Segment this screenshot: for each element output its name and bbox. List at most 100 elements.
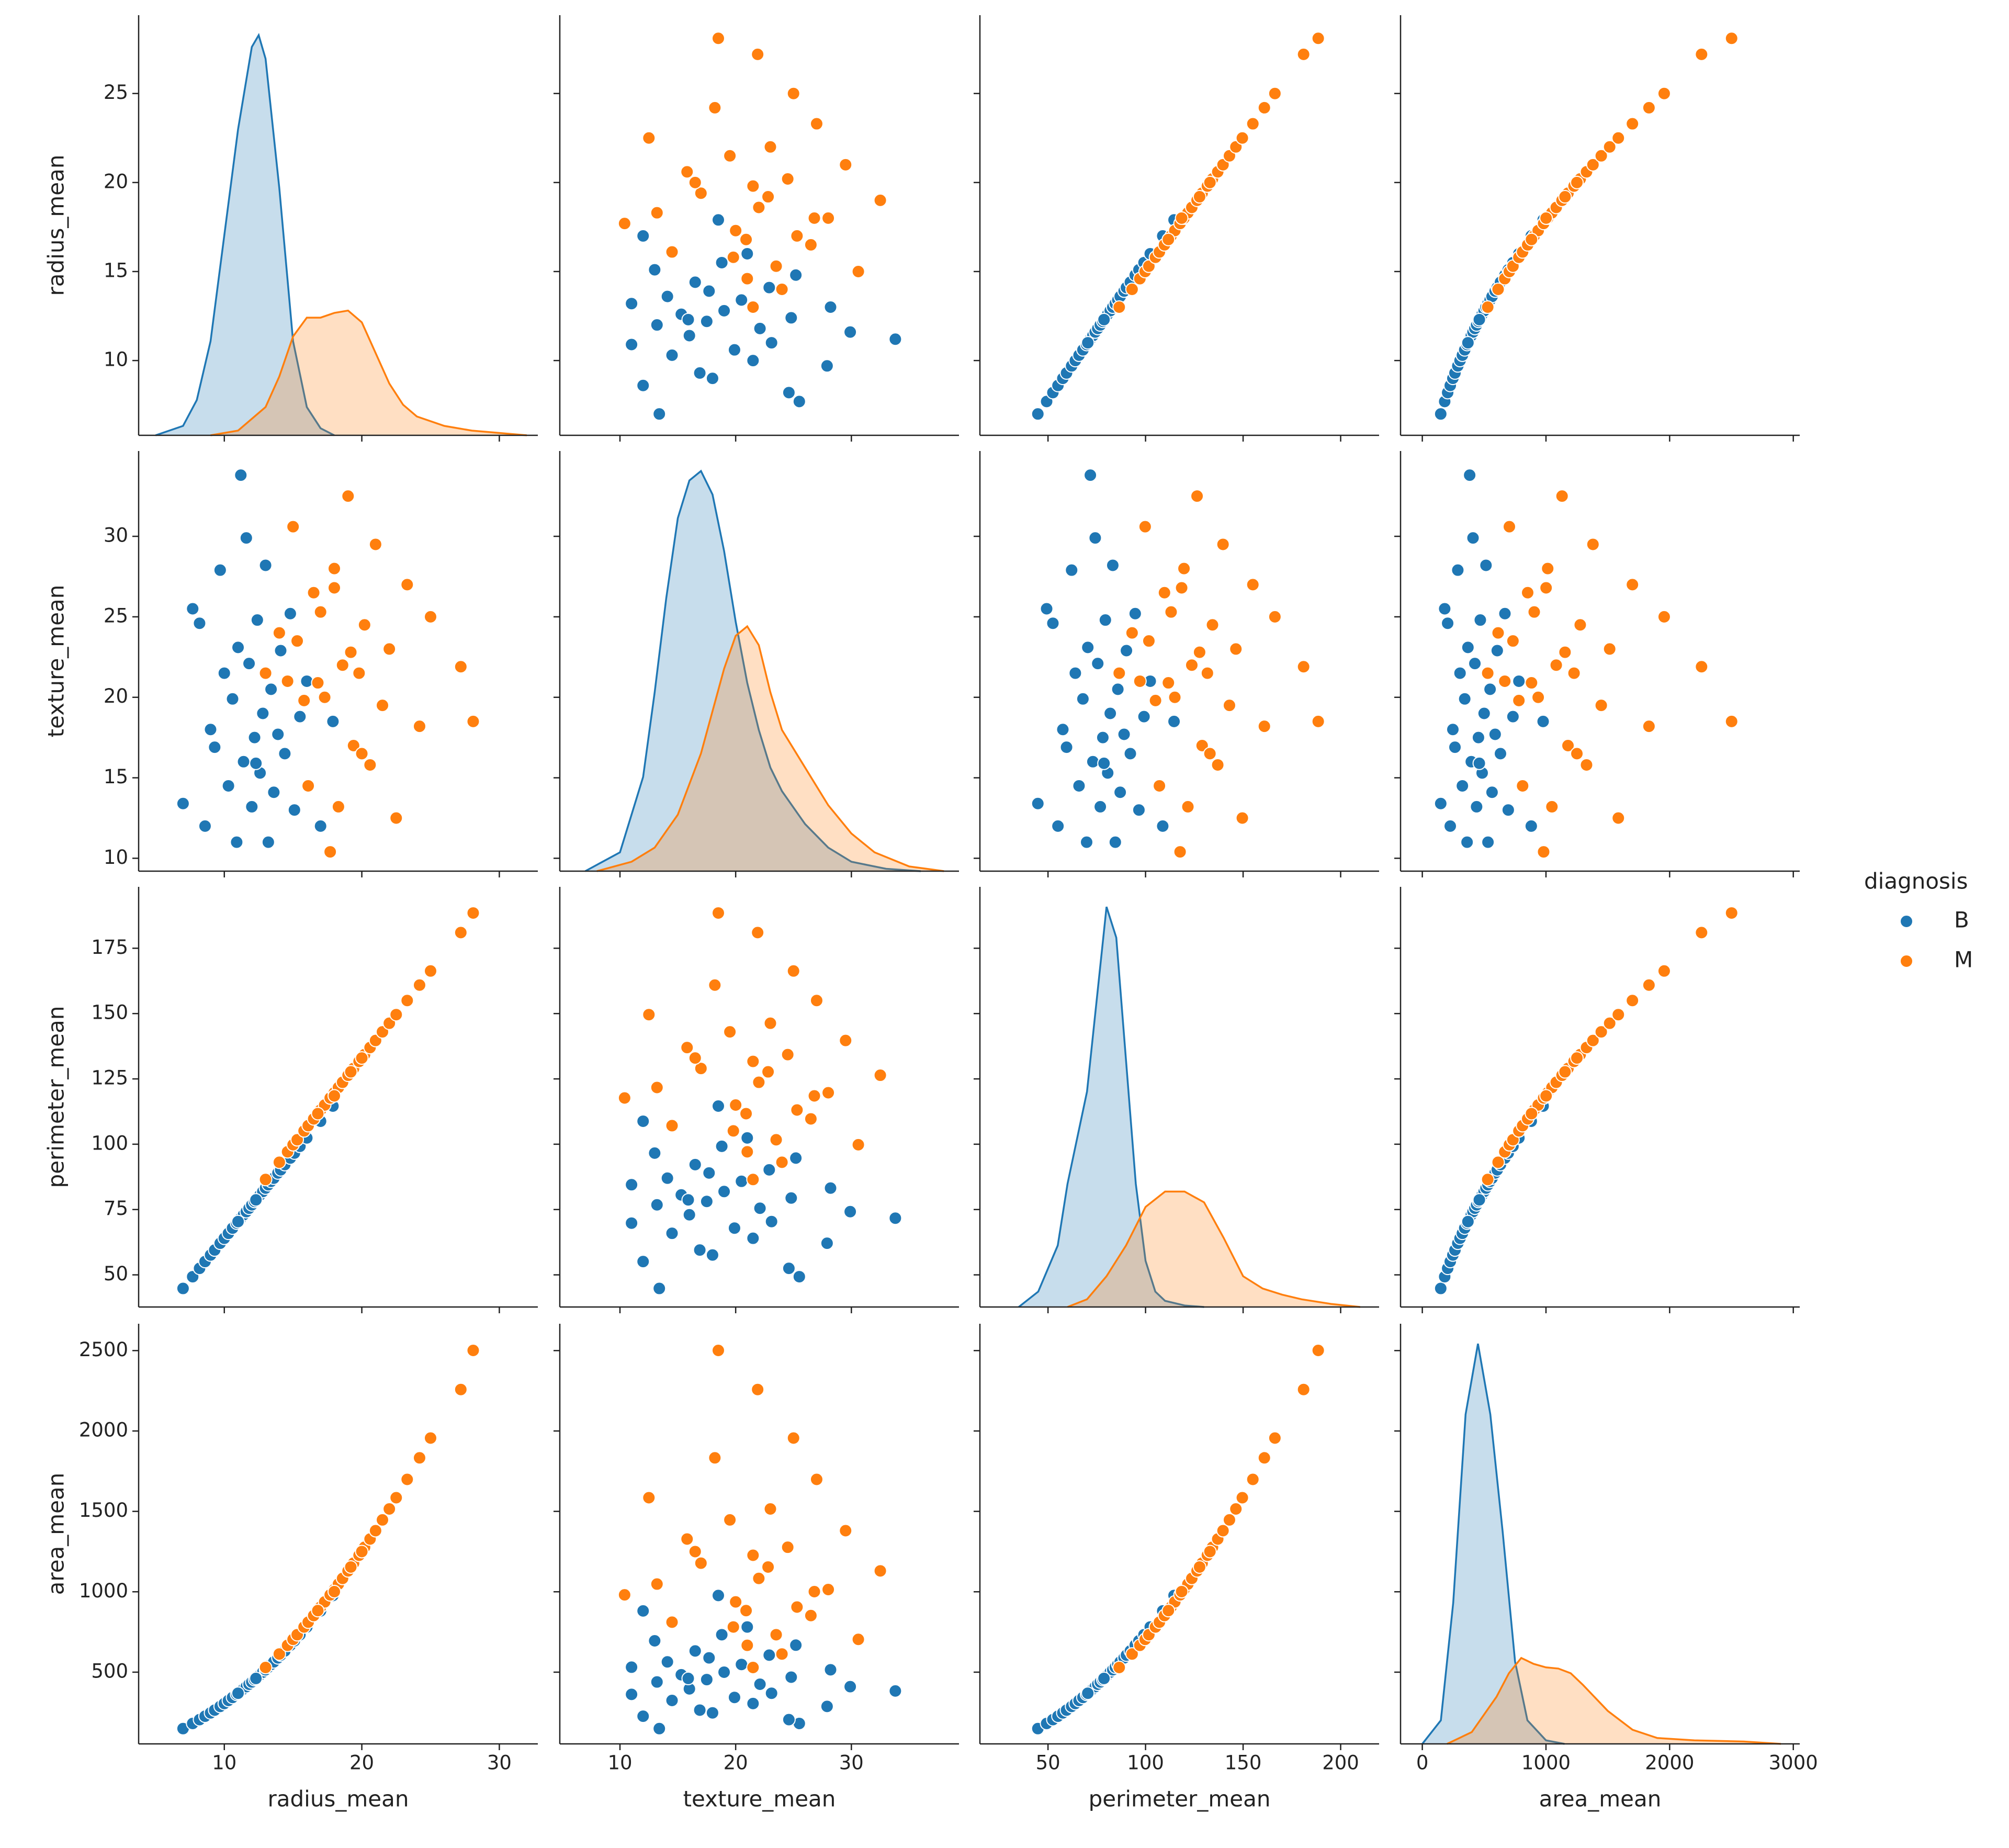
scatter-point (301, 779, 315, 793)
scatter-point (1594, 1025, 1608, 1039)
scatter-point (1461, 336, 1475, 350)
scatter-point (1724, 714, 1739, 728)
scatter-point (1461, 1214, 1475, 1229)
scatter-point (326, 714, 340, 728)
scatter-point (665, 1226, 679, 1241)
scatter-point (807, 1584, 821, 1598)
scatter-point (789, 1151, 803, 1165)
scatter-point (764, 1214, 778, 1229)
scatter-point (344, 1560, 358, 1574)
scatter-point (1192, 190, 1206, 204)
scatter-point (681, 1193, 695, 1207)
scatter-point (307, 585, 321, 600)
scatter-point (1573, 618, 1587, 632)
scatter-point (1525, 1107, 1539, 1121)
scatter-point (1602, 1016, 1617, 1030)
scatter-point (873, 1564, 887, 1578)
scatter-point (873, 193, 887, 207)
y-tick-label: 30 (104, 524, 128, 547)
scatter-point (1586, 157, 1600, 172)
scatter-point (784, 1670, 798, 1684)
scatter-point (851, 1632, 865, 1647)
scatter-point (1108, 835, 1122, 849)
scatter-point (1235, 1491, 1249, 1505)
scatter-point (186, 602, 200, 616)
scatter-point (1132, 803, 1146, 817)
scatter-point (617, 1091, 631, 1105)
scatter-point (204, 723, 218, 737)
scatter-point (648, 1146, 662, 1160)
scatter-point (1211, 758, 1225, 772)
scatter-point (208, 740, 222, 754)
scatter-point (809, 994, 823, 1008)
scatter-point (650, 1198, 664, 1212)
x-axis-label: radius_mean (268, 1786, 409, 1812)
scatter-point (423, 1431, 437, 1445)
x-tick-label: 2000 (1645, 1752, 1694, 1774)
kde-line (1421, 1343, 1565, 1745)
scatter-point (389, 1008, 403, 1022)
scatter-point (311, 1107, 325, 1121)
scatter-point (249, 756, 263, 770)
scatter-point (729, 1098, 743, 1112)
y-axis-label: area_mean (43, 1473, 69, 1595)
scatter-point (1539, 211, 1553, 225)
scatter-point (1491, 282, 1505, 296)
kde-fill (1067, 1191, 1360, 1307)
scatter-point (1076, 692, 1090, 706)
kde-fill (1422, 1344, 1565, 1744)
scatter-point (256, 706, 270, 720)
scatter-point (245, 799, 259, 814)
scatter-point (1443, 819, 1458, 833)
scatter-point (717, 1185, 731, 1199)
scatter-point (1491, 626, 1505, 640)
scatter-point (1451, 563, 1465, 577)
scatter-point (231, 640, 245, 655)
x-tick-label: 10 (607, 1752, 632, 1774)
scatter-point (1184, 658, 1199, 672)
scatter-point (784, 311, 798, 325)
scatter-point (699, 1673, 714, 1687)
scatter-point (642, 1491, 656, 1505)
scatter-point (1527, 605, 1541, 619)
scatter-point (213, 563, 227, 577)
scatter-point (400, 1472, 414, 1486)
scatter-point (1296, 660, 1311, 674)
scatter-point (400, 994, 414, 1008)
scatter-point (1072, 779, 1086, 793)
scatter-point (1257, 719, 1271, 734)
scatter-point (688, 1157, 702, 1171)
y-tick-label: 25 (104, 604, 128, 627)
scatter-point (344, 645, 358, 659)
scatter-point (1525, 232, 1539, 246)
scatter-point (839, 1524, 853, 1538)
scatter-point (786, 1431, 800, 1445)
scatter-point (727, 1691, 741, 1705)
scatter-point (1051, 819, 1065, 833)
scatter-point (790, 1103, 804, 1117)
scatter-point (1046, 616, 1060, 630)
scatter-point (746, 1173, 760, 1187)
scatter-point (272, 1155, 286, 1169)
scatter-point (1541, 561, 1555, 576)
scatter-point (781, 172, 795, 186)
scatter-point (1483, 682, 1497, 696)
scatter-point (1120, 644, 1134, 658)
scatter-point (1311, 1344, 1325, 1358)
scatter-point (1724, 31, 1739, 46)
scatter-point (283, 606, 297, 621)
scatter-point (682, 1208, 696, 1222)
scatter-point (790, 1600, 804, 1614)
scatter-point (1642, 100, 1656, 115)
scatter-point (1558, 645, 1572, 659)
scatter-point (193, 616, 207, 630)
scatter-point (454, 1382, 468, 1396)
scatter-point (368, 537, 382, 551)
kde-line (1018, 906, 1204, 1308)
scatter-point (278, 747, 292, 761)
scatter-point (328, 1089, 342, 1103)
scatter-point (769, 1628, 783, 1642)
scatter-point (729, 1595, 743, 1609)
scatter-point (355, 1545, 369, 1559)
scatter-point (807, 211, 821, 225)
